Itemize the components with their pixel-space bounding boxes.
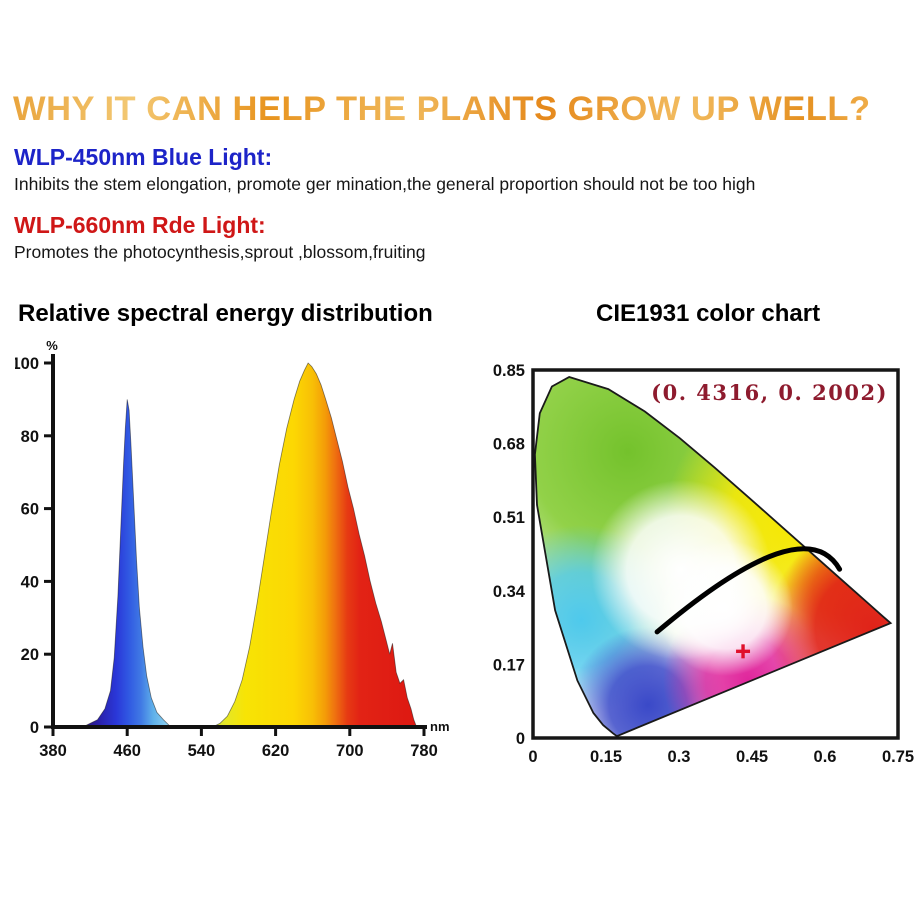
- page-title: WHY IT CAN HELP THE PLANTS GROW UP WELL?: [13, 90, 871, 128]
- y-tick-label: 40: [21, 573, 39, 591]
- cie1931-chart: 0 0.17 0.34 0.51 0.68 0.85 0 0.15 0.3 0.45 0.6 0.75…: [493, 362, 914, 766]
- cie-coordinates-annotation: (0. 4316, 0. 2002): [651, 380, 888, 405]
- red-light-heading: WLP-660nm Rde Light:: [14, 212, 266, 238]
- cie-white-region: [657, 540, 793, 676]
- y-tick-label: 80: [21, 428, 39, 446]
- spectrum-chart-title: Relative spectral energy distribution: [18, 300, 433, 327]
- y-tick-label: 0.51: [493, 509, 525, 527]
- y-tick-label: 0.34: [493, 583, 526, 601]
- cie-horseshoe: [533, 376, 893, 737]
- red-light-description: Promotes the photocynthesis,sprout ,blos…: [14, 242, 426, 262]
- y-tick-label: 0: [516, 730, 525, 748]
- x-tick-label: 0: [528, 748, 537, 766]
- x-tick-label: 620: [262, 742, 290, 760]
- y-tick-label: 20: [21, 646, 39, 664]
- x-tick-label: 0.15: [590, 748, 622, 766]
- x-tick-label: 380: [39, 742, 67, 760]
- blue-light-heading: WLP-450nm Blue Light:: [14, 144, 273, 170]
- x-tick-label: 0.45: [736, 748, 768, 766]
- y-tick-label: 100: [15, 355, 39, 373]
- x-tick-label: 0.3: [668, 748, 691, 766]
- series-blue-led: [82, 399, 172, 728]
- blue-light-description: Inhibits the stem elongation, promote ge…: [14, 174, 756, 194]
- spectral-locus-outline: [533, 376, 893, 737]
- y-axis-unit-label: %: [46, 338, 58, 353]
- x-tick-label: 0.6: [814, 748, 837, 766]
- x-tick-label: 0.75: [882, 748, 914, 766]
- x-tick-label: 700: [336, 742, 364, 760]
- x-axis-unit-label: nm: [430, 719, 450, 734]
- y-tick-label: 0: [30, 719, 39, 737]
- y-tick-label: 60: [21, 501, 39, 519]
- series-red-led: [212, 362, 418, 728]
- y-tick-label: 0.17: [493, 656, 525, 674]
- cie-plot-border: [531, 368, 900, 740]
- y-tick-label: 0.85: [493, 362, 525, 380]
- x-tick-label: 540: [188, 742, 216, 760]
- x-tick-label: 780: [410, 742, 438, 760]
- y-tick-label: 0.68: [493, 436, 525, 454]
- spectrum-chart: 380 460 540 620 700 780 0 20 40 60 80 100% nm: [15, 338, 450, 760]
- x-tick-label: 460: [113, 742, 141, 760]
- cie-chart-title: CIE1931 color chart: [596, 300, 821, 327]
- planckian-locus-arc: [654, 546, 843, 635]
